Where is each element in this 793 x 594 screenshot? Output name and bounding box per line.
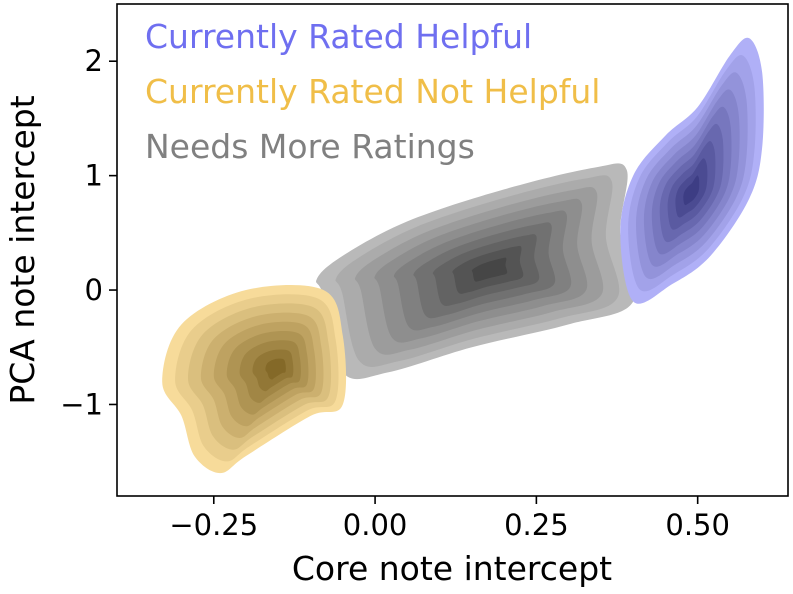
x-tick-label: −0.25	[169, 508, 258, 542]
density-contour	[471, 257, 508, 282]
x-axis: −0.25 0.00 0.25 0.50	[169, 496, 730, 542]
plot-frame	[116, 3, 789, 497]
series-currently-rated-helpful	[620, 37, 764, 304]
series-currently-rated-not-helpful	[162, 284, 347, 474]
x-tick-label: 0.00	[343, 508, 408, 542]
y-tick-label: 2	[85, 44, 103, 78]
density-layer	[162, 37, 764, 474]
series-needs-more-ratings	[316, 163, 636, 380]
y-axis: 2 1 0 −1	[60, 44, 117, 421]
legend-entry-currently-rated-helpful: Currently Rated Helpful	[145, 17, 532, 56]
density-contour	[683, 175, 700, 206]
y-tick-label: 1	[85, 159, 103, 193]
x-tick-label: 0.25	[504, 508, 569, 542]
legend: Currently Rated Helpful Currently Rated N…	[145, 17, 600, 166]
x-axis-title: Core note intercept	[292, 549, 612, 588]
legend-entry-needs-more-ratings: Needs More Ratings	[145, 127, 475, 166]
x-tick-label: 0.50	[665, 508, 730, 542]
density-contour	[265, 358, 286, 380]
y-tick-label: 0	[85, 273, 103, 307]
legend-entry-currently-rated-not-helpful: Currently Rated Not Helpful	[145, 72, 600, 111]
y-tick-label: −1	[60, 387, 103, 421]
y-axis-title: PCA note intercept	[3, 95, 42, 404]
